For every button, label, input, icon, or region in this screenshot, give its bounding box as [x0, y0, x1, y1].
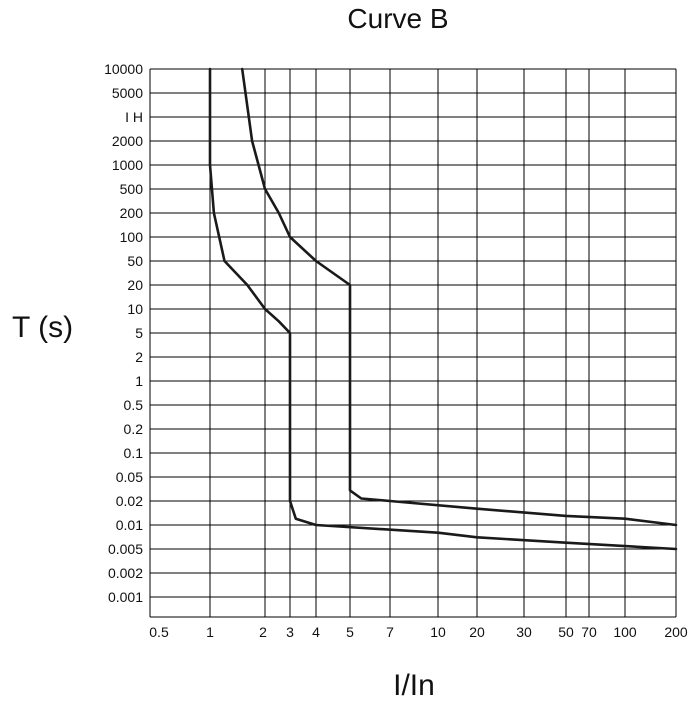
y-tick-label: 1000 [112, 157, 143, 173]
x-tick-label: 50 [558, 624, 574, 640]
x-tick-label: 0.5 [149, 624, 169, 640]
y-tick-label: 0.02 [116, 493, 143, 509]
x-tick-label: 100 [613, 624, 637, 640]
y-tick-label: 2 [135, 349, 143, 365]
y-tick-label: 20 [127, 277, 143, 293]
y-tick-label: 0.001 [108, 589, 143, 605]
y-tick-label: 0.05 [116, 469, 143, 485]
x-tick-label: 2 [259, 624, 267, 640]
x-tick-label: 200 [664, 624, 688, 640]
y-tick-label: 500 [120, 181, 144, 197]
y-tick-label: 200 [120, 205, 144, 221]
y-tick-label: 100 [120, 229, 144, 245]
y-tick-label: I H [125, 109, 143, 125]
y-tick-label: 0.01 [116, 517, 143, 533]
curves [208, 67, 678, 551]
grid [149, 68, 677, 618]
x-tick-label: 4 [312, 624, 320, 640]
chart-title: Curve B [347, 3, 448, 34]
x-tick-labels: 0.5 1 2 3 4 5 7 10 20 30 50 70 100 200 [149, 624, 688, 640]
x-axis-label: I/In [393, 669, 435, 701]
y-tick-label: 2000 [112, 133, 143, 149]
trip-curve-upper [240, 67, 678, 527]
y-tick-label: 10000 [104, 61, 143, 77]
x-tick-label: 30 [516, 624, 532, 640]
y-tick-labels: 10000 5000 I H 2000 1000 500 200 100 50 20 10 5 2 1 0.… [104, 61, 143, 605]
y-tick-label: 1 [135, 373, 143, 389]
y-tick-label: 0.002 [108, 565, 143, 581]
y-tick-label: 0.005 [108, 541, 143, 557]
y-axis-label: T (s) [12, 311, 73, 344]
y-tick-label: 0.1 [124, 445, 144, 461]
y-tick-label: 5 [135, 325, 143, 341]
x-tick-label: 1 [206, 624, 214, 640]
trip-curve-lower [208, 67, 678, 551]
x-tick-label: 5 [346, 624, 354, 640]
y-tick-label: 0.5 [124, 397, 144, 413]
y-tick-label: 50 [127, 253, 143, 269]
y-tick-label: 10 [127, 301, 143, 317]
y-tick-label: 0.2 [124, 421, 144, 437]
x-tick-label: 20 [469, 624, 485, 640]
x-tick-label: 7 [386, 624, 394, 640]
y-tick-label: 5000 [112, 85, 143, 101]
x-tick-label: 3 [286, 624, 294, 640]
x-tick-label: 10 [430, 624, 446, 640]
x-tick-label: 70 [581, 624, 597, 640]
